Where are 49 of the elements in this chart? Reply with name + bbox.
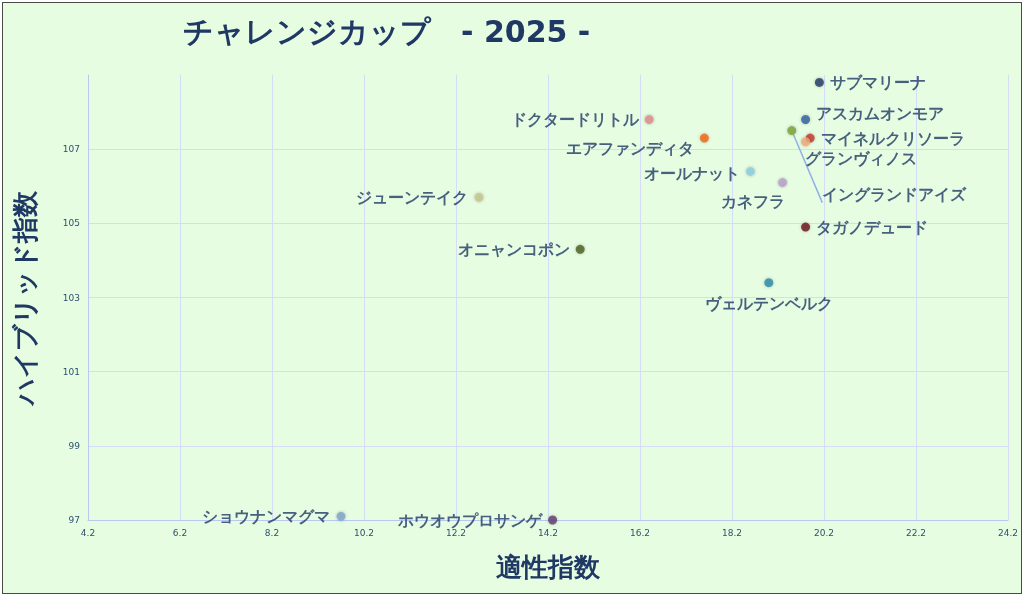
point — [336, 511, 346, 521]
point — [474, 192, 484, 202]
y-tick-label: 103 — [62, 292, 80, 303]
point — [801, 115, 811, 124]
x-tick-label: 22.2 — [905, 527, 927, 538]
x-tick-label: 16.2 — [629, 527, 651, 538]
series-label: オニャンコポン — [457, 239, 570, 259]
series-label: カネフラ — [720, 191, 785, 211]
x-tick-label: 10.2 — [353, 527, 375, 538]
y-tick-label: 101 — [62, 366, 80, 377]
point — [745, 166, 755, 176]
series-label: ショウナンマグマ — [202, 506, 331, 526]
series-label: マイネルクリソーラ — [820, 128, 965, 148]
chart-title: チャレンジカップ - 2025 - — [183, 13, 591, 49]
x-tick-label: 20.2 — [813, 527, 835, 538]
point — [801, 137, 811, 147]
x-tick-label: 14.2 — [537, 527, 559, 538]
y-tick-label: 105 — [62, 218, 80, 229]
y-tick-label: 97 — [68, 515, 80, 525]
y-axis-title: ハイブリッド指数 — [10, 189, 40, 407]
series-label: ホウオウプロサンゲ — [397, 510, 545, 530]
point — [548, 515, 558, 525]
x-tick-label: 4.2 — [80, 527, 96, 538]
series-label: ジューンテイク — [356, 187, 469, 207]
series-label: グランヴィノス — [804, 148, 917, 168]
series-label: ヴェルテンベルク — [704, 293, 833, 313]
y-tick-label: 99 — [68, 440, 81, 451]
text: イングランドアイズ — [822, 185, 968, 205]
point — [699, 133, 709, 143]
point — [764, 278, 774, 288]
x-tick-label: 8.2 — [264, 527, 280, 538]
x-axis-title: 適性指数 — [495, 552, 601, 582]
series-label: エアファンディタ — [565, 138, 694, 158]
point — [814, 77, 824, 87]
y-tick-label: 107 — [62, 144, 80, 155]
series-label: アスカムオンモア — [816, 104, 945, 123]
point — [575, 244, 585, 254]
point — [787, 126, 797, 136]
point — [778, 178, 788, 188]
series-label: ドクタードリトル — [510, 110, 640, 129]
point — [801, 222, 811, 232]
series-label: サブマリーナ — [829, 72, 926, 92]
x-tick-label: 6.2 — [172, 527, 188, 538]
series-label: タガノデュード — [816, 217, 929, 237]
point — [644, 115, 654, 124]
x-tick-label: 24.2 — [997, 527, 1018, 538]
x-tick-label: 12.2 — [445, 527, 467, 538]
series-label: オールナット — [643, 163, 740, 183]
x-tick-label: 18.2 — [721, 527, 743, 538]
